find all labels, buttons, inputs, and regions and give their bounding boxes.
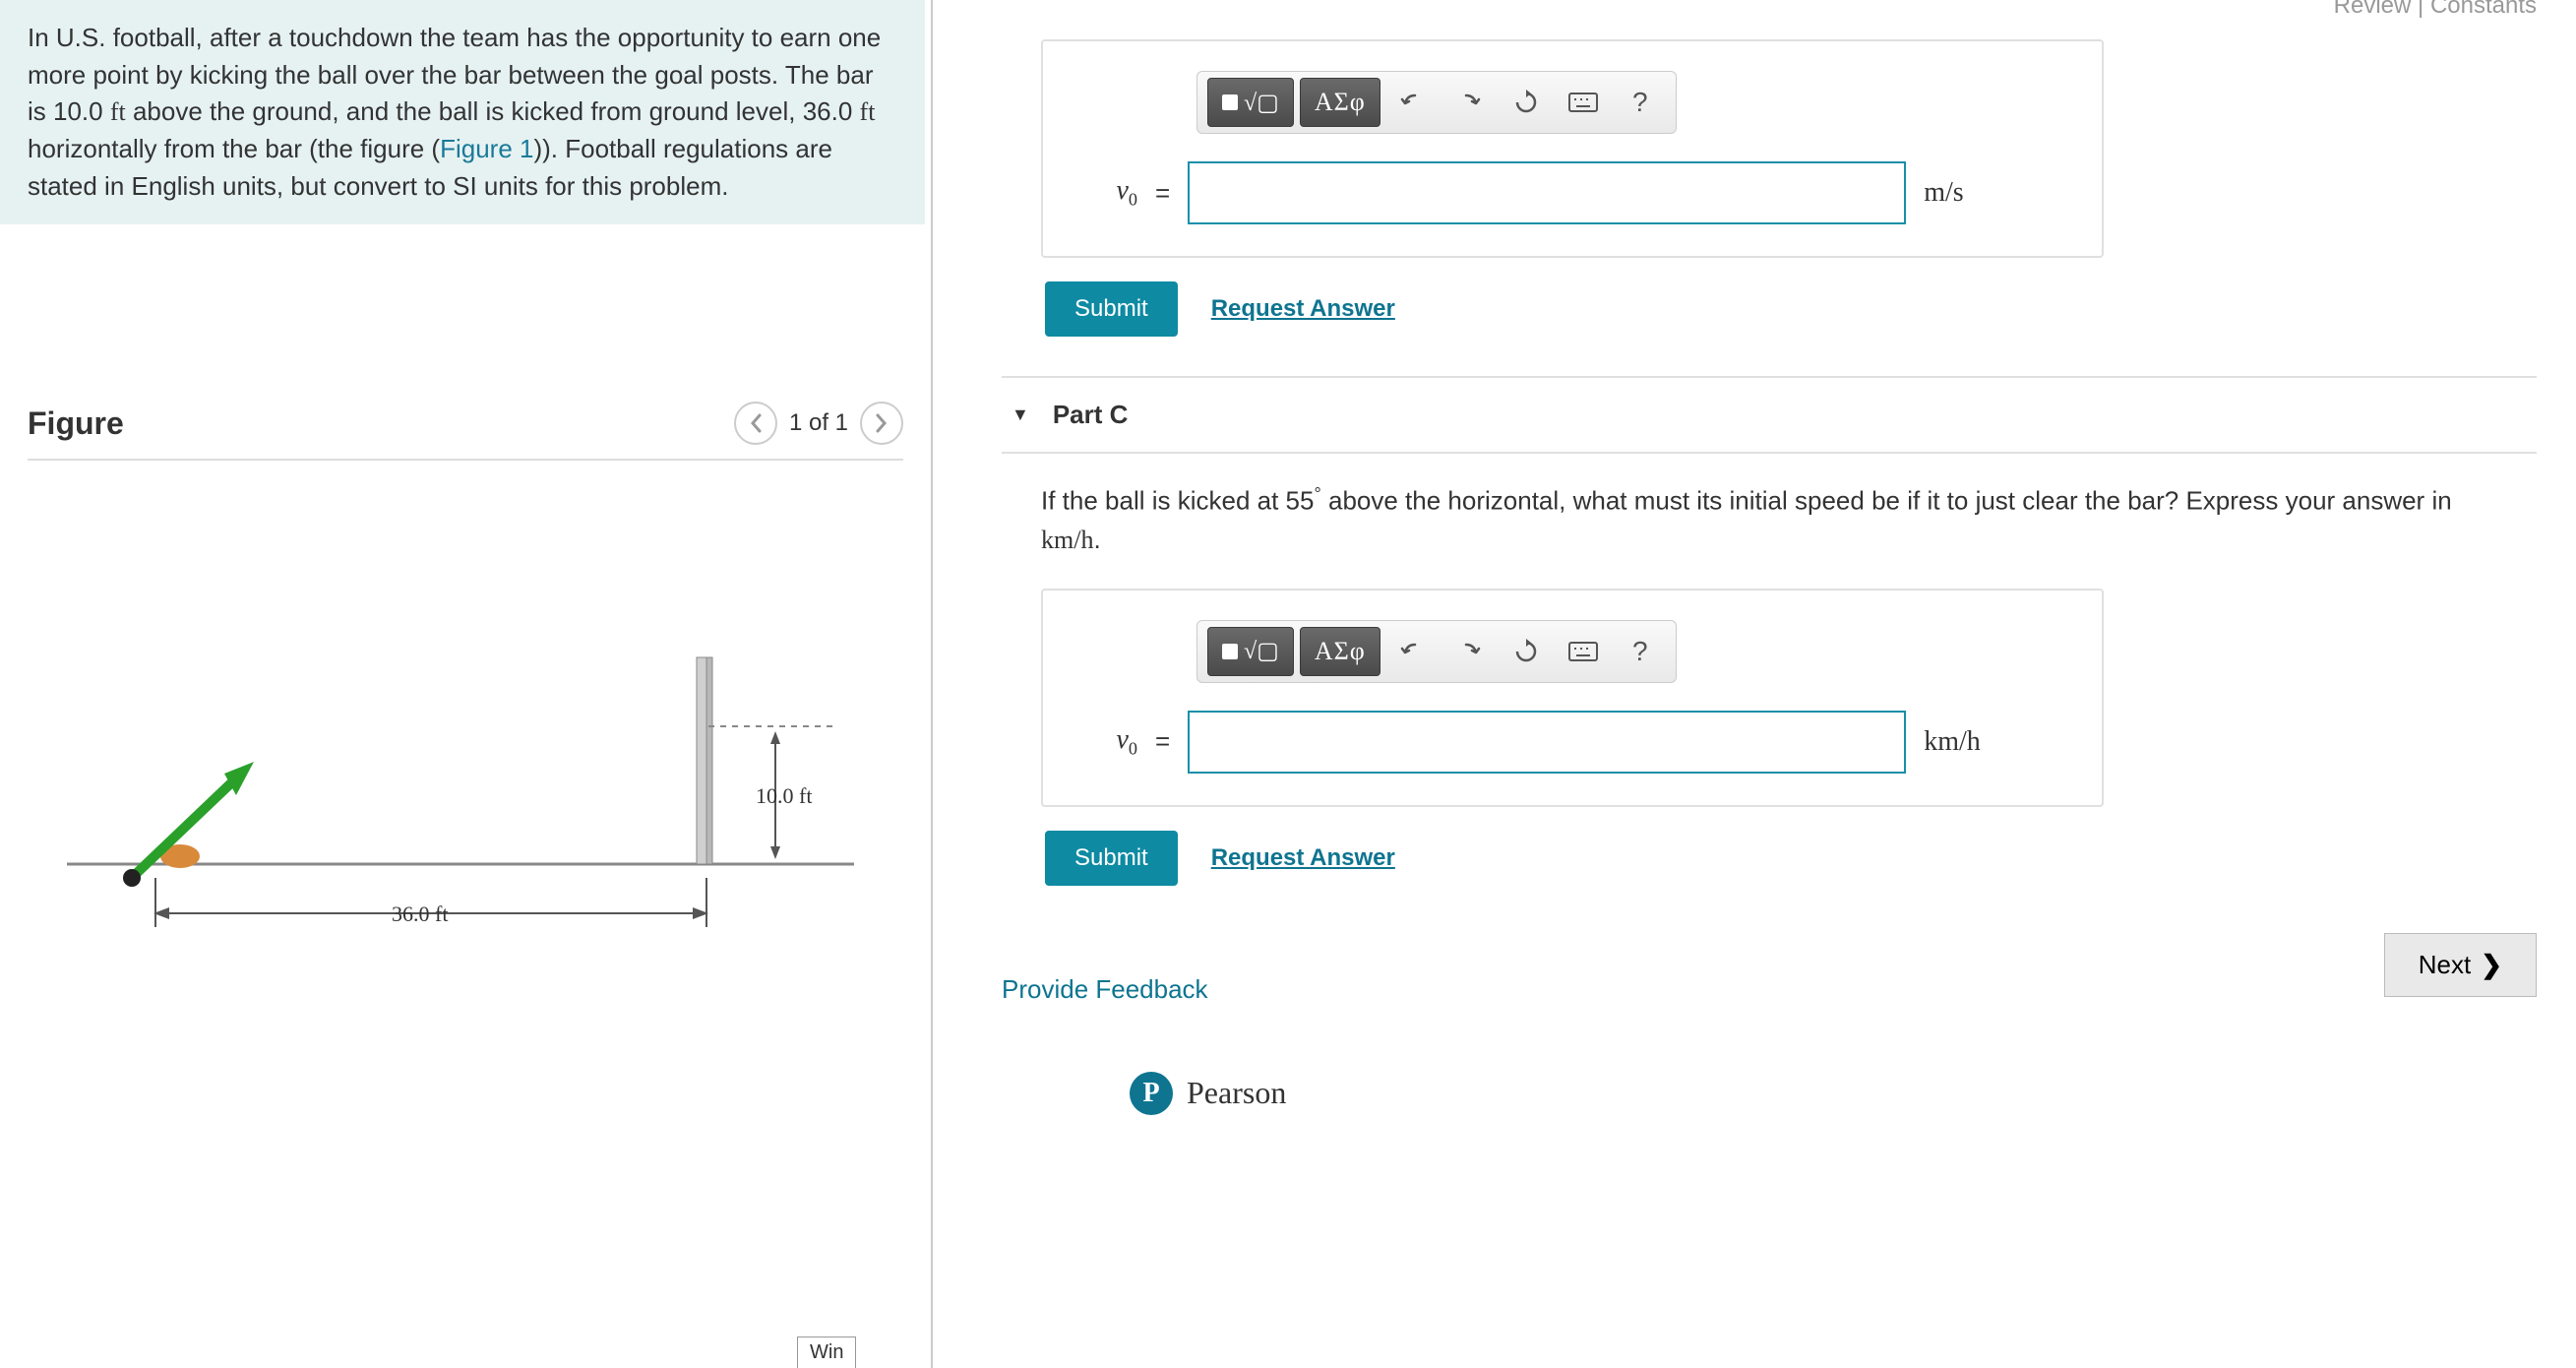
unit-label-b: m/s: [1924, 177, 1963, 209]
submit-button-c[interactable]: Submit: [1045, 831, 1178, 886]
pearson-logo-icon: P: [1130, 1072, 1173, 1115]
constants-link[interactable]: Constants: [2430, 0, 2537, 19]
figure-counter: 1 of 1: [789, 409, 848, 437]
figure-image: 10.0 ft 36.0 ft: [28, 598, 903, 992]
part-c-question: If the ball is kicked at 55° above the h…: [1041, 481, 2517, 559]
left-panel: In U.S. football, after a touchdown the …: [0, 0, 933, 1368]
q-seg2: above the horizontal, what must its init…: [1321, 486, 2452, 516]
win-tab[interactable]: Win: [797, 1337, 856, 1368]
problem-statement: In U.S. football, after a touchdown the …: [0, 0, 925, 224]
reset-button-c[interactable]: [1501, 627, 1552, 676]
answer-input-c[interactable]: [1188, 711, 1906, 774]
provide-feedback-link[interactable]: Provide Feedback: [1002, 974, 1208, 1005]
variable-label-b: v0: [1078, 175, 1137, 211]
part-b-answer-box: √▢ ΑΣφ ? v0 = m/s: [1041, 39, 2104, 258]
svg-text:10.0 ft: 10.0 ft: [756, 783, 812, 808]
reset-button[interactable]: [1501, 78, 1552, 127]
greek-button-c[interactable]: ΑΣφ: [1300, 627, 1380, 676]
equals-b: =: [1155, 178, 1170, 209]
pearson-branding: P Pearson: [1130, 1072, 2537, 1115]
figure-prev-button[interactable]: [734, 402, 777, 445]
q-degree: °: [1314, 484, 1320, 504]
problem-seg2: above the ground, and the ball is kicked…: [126, 96, 860, 126]
help-button-c[interactable]: ?: [1615, 627, 1666, 676]
keyboard-button[interactable]: [1558, 78, 1609, 127]
top-links: Review | Constants: [2334, 0, 2537, 20]
right-panel: Review | Constants √▢ ΑΣφ ? v0 = m/: [933, 0, 2576, 1368]
part-c-header[interactable]: ▼ Part C: [1002, 376, 2537, 454]
pearson-text: Pearson: [1187, 1075, 1286, 1111]
q-unit: km/h: [1041, 526, 1093, 554]
next-label: Next: [2419, 950, 2471, 980]
submit-button-b[interactable]: Submit: [1045, 281, 1178, 337]
greek-button[interactable]: ΑΣφ: [1300, 78, 1380, 127]
templates-button[interactable]: √▢: [1207, 78, 1294, 127]
chevron-right-icon: ❯: [2481, 950, 2502, 980]
q-seg3: .: [1093, 525, 1100, 554]
request-answer-c[interactable]: Request Answer: [1211, 844, 1395, 872]
help-button[interactable]: ?: [1615, 78, 1666, 127]
problem-seg3: horizontally from the bar (the figure (: [28, 134, 440, 163]
undo-button[interactable]: [1386, 78, 1438, 127]
redo-button-c[interactable]: [1443, 627, 1495, 676]
templates-button-c[interactable]: √▢: [1207, 627, 1294, 676]
keyboard-button-c[interactable]: [1558, 627, 1609, 676]
figure-nav: 1 of 1: [734, 402, 903, 445]
collapse-icon[interactable]: ▼: [1012, 404, 1029, 425]
unit-ft-2: ft: [860, 97, 876, 126]
equation-toolbar-b: √▢ ΑΣφ ?: [1196, 71, 1677, 134]
undo-button-c[interactable]: [1386, 627, 1438, 676]
figure-title: Figure: [28, 405, 124, 442]
svg-text:36.0 ft: 36.0 ft: [392, 902, 448, 926]
request-answer-b[interactable]: Request Answer: [1211, 295, 1395, 323]
figure-header: Figure 1 of 1: [28, 402, 903, 461]
review-link[interactable]: Review: [2334, 0, 2412, 19]
next-button[interactable]: Next ❯: [2384, 933, 2537, 997]
q-seg1: If the ball is kicked at 55: [1041, 486, 1314, 516]
figure-link[interactable]: Figure 1: [440, 134, 533, 163]
part-c-title: Part C: [1053, 400, 1129, 430]
answer-input-b[interactable]: [1188, 161, 1906, 224]
variable-label-c: v0: [1078, 724, 1137, 760]
unit-ft-1: ft: [110, 97, 126, 126]
redo-button[interactable]: [1443, 78, 1495, 127]
equals-c: =: [1155, 726, 1170, 757]
equation-toolbar-c: √▢ ΑΣφ ?: [1196, 620, 1677, 683]
unit-label-c: km/h: [1924, 726, 1981, 758]
figure-next-button[interactable]: [860, 402, 903, 445]
part-c-answer-box: √▢ ΑΣφ ? v0 = km/h: [1041, 589, 2104, 807]
